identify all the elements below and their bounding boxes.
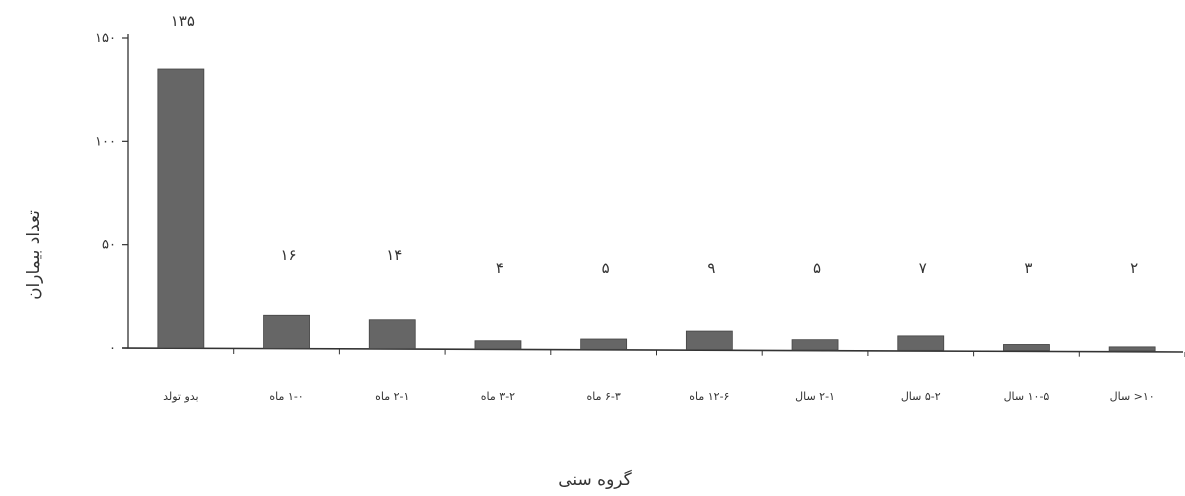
x-tick-label: ۵-۲ سال <box>901 390 941 403</box>
y-tick-label: ۱۰۰ <box>95 134 116 149</box>
y-tick-label: ۱۵۰ <box>95 31 116 46</box>
y-tick-label: ۰ <box>109 341 116 356</box>
y-tick-label: ۵۰ <box>102 238 116 253</box>
bar <box>157 68 205 349</box>
bar <box>1108 346 1156 352</box>
x-tick-labels: بدو تولد ۱-۰ ماه ۲-۱ ماه ۳-۲ ماه ۶-۳ ماه ۱۲-۶… <box>163 390 1155 403</box>
value-label: ۱۳۵ <box>171 12 195 30</box>
y-axis-label: تعداد بیماران <box>24 210 44 300</box>
axes <box>121 34 1185 357</box>
bar <box>580 338 628 350</box>
bars <box>157 68 1156 352</box>
bar <box>368 319 416 350</box>
x-tick-label: ۲-۱ سال <box>795 390 835 403</box>
value-label: ۵ <box>602 259 610 277</box>
value-label: ۹ <box>707 259 715 277</box>
x-tick-label: ۱۲-۶ ماه <box>689 390 729 403</box>
value-label: ۲ <box>1130 259 1138 277</box>
value-label: ۳ <box>1024 259 1032 277</box>
value-label: ۱۶ <box>280 246 296 264</box>
x-tick-label: ۱۰-۵ سال <box>1004 390 1050 403</box>
bar <box>474 340 522 350</box>
x-tick-label: ۶-۳ ماه <box>586 390 620 403</box>
value-labels: ۱۳۵ ۱۶ ۱۴ ۴ ۵ ۹ ۵ ۷ ۳ ۲ <box>171 12 1138 277</box>
bar <box>791 339 839 351</box>
x-tick-label: ۳-۲ ماه <box>481 390 515 403</box>
bar <box>1003 344 1050 352</box>
bar <box>897 335 945 351</box>
x-axis-label: گروه سنی <box>558 470 632 490</box>
x-tick-label: ۱-۰ ماه <box>269 390 303 403</box>
bar <box>263 314 310 349</box>
x-tick-label: ۱۰< سال <box>1110 390 1155 403</box>
bar <box>685 330 733 351</box>
value-label: ۵ <box>813 259 821 277</box>
value-label: ۷ <box>919 259 927 277</box>
x-tick-label: ۲-۱ ماه <box>375 390 409 403</box>
y-tick-labels: ۰ ۵۰ ۱۰۰ ۱۵۰ <box>95 31 116 356</box>
x-tick-label: بدو تولد <box>163 390 199 403</box>
value-label: ۱۴ <box>386 246 402 264</box>
value-label: ۴ <box>496 259 504 277</box>
